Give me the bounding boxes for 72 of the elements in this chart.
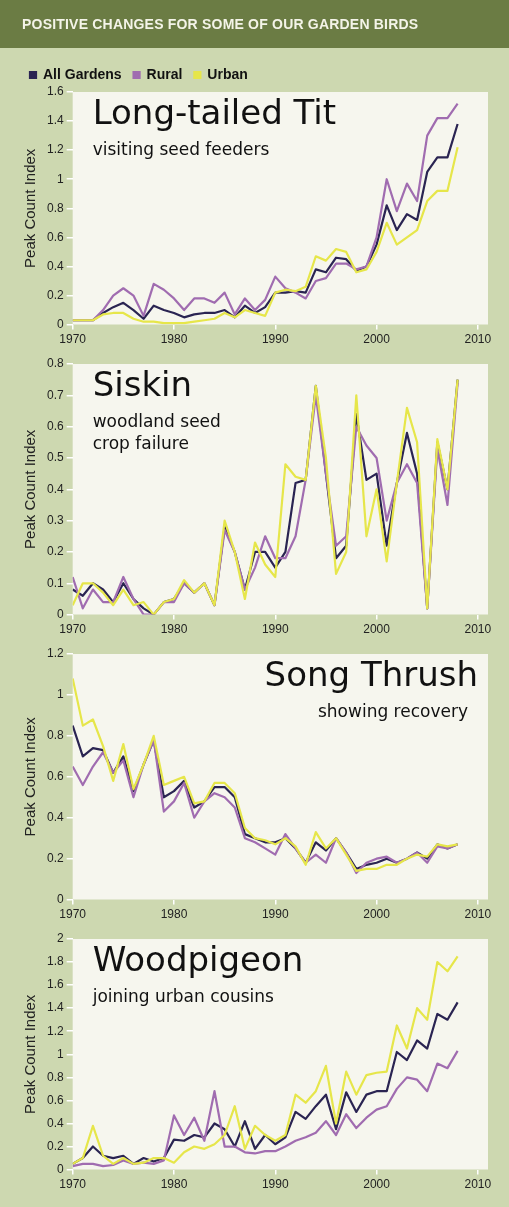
y-tick-label: 0 [56, 606, 64, 621]
chart-title: Siskin [92, 363, 193, 404]
y-tick-label: 0.4 [46, 481, 64, 496]
y-tick-label: 0.8 [46, 728, 64, 743]
y-tick-label: 0.8 [46, 356, 64, 371]
text: showing recovery [317, 700, 468, 721]
x-tick-label: 2010 [464, 1177, 492, 1192]
y-tick-label: 0 [56, 316, 64, 331]
x-tick-label: 1970 [59, 907, 87, 922]
x-tick-label: 2000 [363, 1177, 391, 1192]
y-tick-label: 0.2 [46, 544, 64, 559]
x-tick-label: 1980 [160, 907, 188, 922]
y-tick-label: 1.6 [46, 977, 64, 992]
x-tick-label: 1990 [261, 622, 289, 637]
legend-label: Urban [207, 65, 248, 82]
x-tick-label: 1970 [59, 332, 87, 347]
x-tick-label: 2010 [464, 622, 492, 637]
y-tick-label: 1.8 [46, 954, 64, 969]
y-tick-label: 1.2 [46, 1023, 64, 1038]
y-tick-label: 1 [56, 1046, 64, 1061]
x-tick-label: 1990 [261, 1177, 289, 1192]
y-tick-label: 0.7 [46, 387, 64, 402]
y-axis-title: Peak Count Index [21, 148, 39, 268]
y-tick-label: 0.8 [46, 1069, 64, 1084]
x-tick-label: 2010 [464, 332, 492, 347]
y-tick-label: 0.6 [46, 1092, 64, 1107]
y-tick-label: 1 [56, 687, 64, 702]
y-tick-label: 1 [56, 171, 64, 186]
x-tick-label: 2000 [363, 332, 391, 347]
x-tick-label: 1990 [261, 907, 289, 922]
y-tick-label: 2 [56, 931, 64, 946]
y-tick-label: 0.2 [46, 287, 64, 302]
y-tick-label: 0.1 [46, 575, 64, 590]
y-tick-label: 1.4 [46, 113, 64, 128]
y-tick-label: 0.6 [46, 769, 64, 784]
text: POSITIVE CHANGES FOR SOME OF OUR GARDEN BIRDS [0, 0, 509, 48]
x-tick-label: 2000 [363, 622, 391, 637]
y-tick-label: 0 [56, 891, 64, 906]
x-tick-label: 1990 [261, 332, 289, 347]
chart-title: Long-tailed Tit [92, 91, 337, 132]
y-tick-label: 0.2 [46, 1138, 64, 1153]
y-tick-label: 0.2 [46, 850, 64, 865]
x-tick-label: 1980 [160, 332, 188, 347]
legend-label: All Gardens [43, 65, 122, 82]
x-tick-label: 1980 [160, 1177, 188, 1192]
y-tick-label: 0.6 [46, 418, 64, 433]
y-tick-label: 0.4 [46, 1115, 64, 1130]
x-tick-label: 2010 [464, 907, 492, 922]
y-axis-title: Peak Count Index [21, 429, 39, 549]
y-tick-label: 0.3 [46, 512, 64, 527]
y-axis-title: Peak Count Index [21, 994, 39, 1114]
y-tick-label: 1.6 [46, 84, 64, 99]
text: woodland seed crop failure [92, 410, 221, 453]
x-tick-label: 1970 [59, 622, 87, 637]
y-tick-label: 0 [56, 1161, 64, 1176]
y-tick-label: 0.4 [46, 258, 64, 273]
text: joining urban cousins [91, 985, 275, 1006]
text: visiting seed feeders [92, 138, 270, 159]
x-tick-label: 1970 [59, 1177, 87, 1192]
y-tick-label: 0.5 [46, 450, 64, 465]
x-tick-label: 2000 [363, 907, 391, 922]
y-tick-label: 1.2 [46, 646, 64, 661]
chart-title: Song Thrush [264, 653, 478, 694]
y-tick-label: 1.2 [46, 142, 64, 157]
chart-title: Woodpigeon [92, 938, 304, 979]
y-tick-label: 0.6 [46, 229, 64, 244]
y-axis-title: Peak Count Index [21, 716, 39, 837]
y-tick-label: 1.4 [46, 1000, 64, 1015]
y-tick-label: 0.8 [46, 200, 64, 215]
legend-label: Rural [146, 65, 183, 82]
x-tick-label: 1980 [160, 622, 188, 637]
y-tick-label: 0.4 [46, 810, 64, 825]
